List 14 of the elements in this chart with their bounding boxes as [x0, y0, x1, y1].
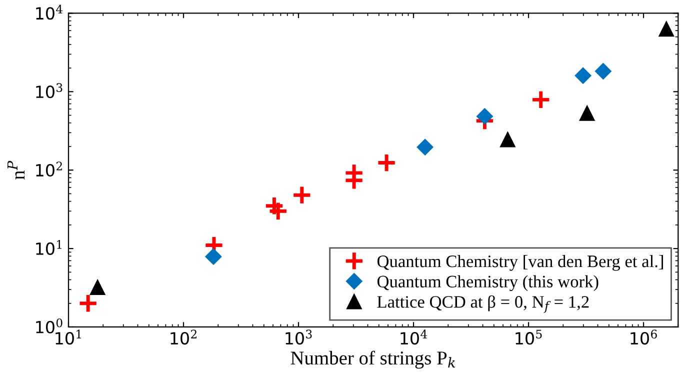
y-axis-title: n$^{P}$: [8, 160, 24, 180]
legend-label: Lattice QCD at β = 0, N$_{f}$ = 1,2: [377, 295, 589, 313]
y-tick-label: 10$^{1}$: [36, 240, 62, 255]
legend-label: Quantum Chemistry [van den Berg et al.]: [377, 255, 663, 271]
x-tick-label: 10$^{6}$: [630, 330, 657, 345]
x-tick-label: 10$^{4}$: [400, 330, 428, 345]
y-tick-label: 10$^{4}$: [36, 4, 62, 20]
x-axis-title: Number of strings P$_{k}$: [290, 350, 456, 369]
x-tick-label: 10$^{3}$: [286, 330, 312, 345]
y-tick-label: 10$^{2}$: [36, 162, 62, 177]
x-tick-label: 10$^{5}$: [516, 330, 542, 345]
x-tick-label: 10$^{2}$: [170, 330, 196, 345]
legend-label: Quantum Chemistry (this work): [377, 275, 598, 292]
y-tick-label: 10$^{3}$: [36, 83, 62, 98]
